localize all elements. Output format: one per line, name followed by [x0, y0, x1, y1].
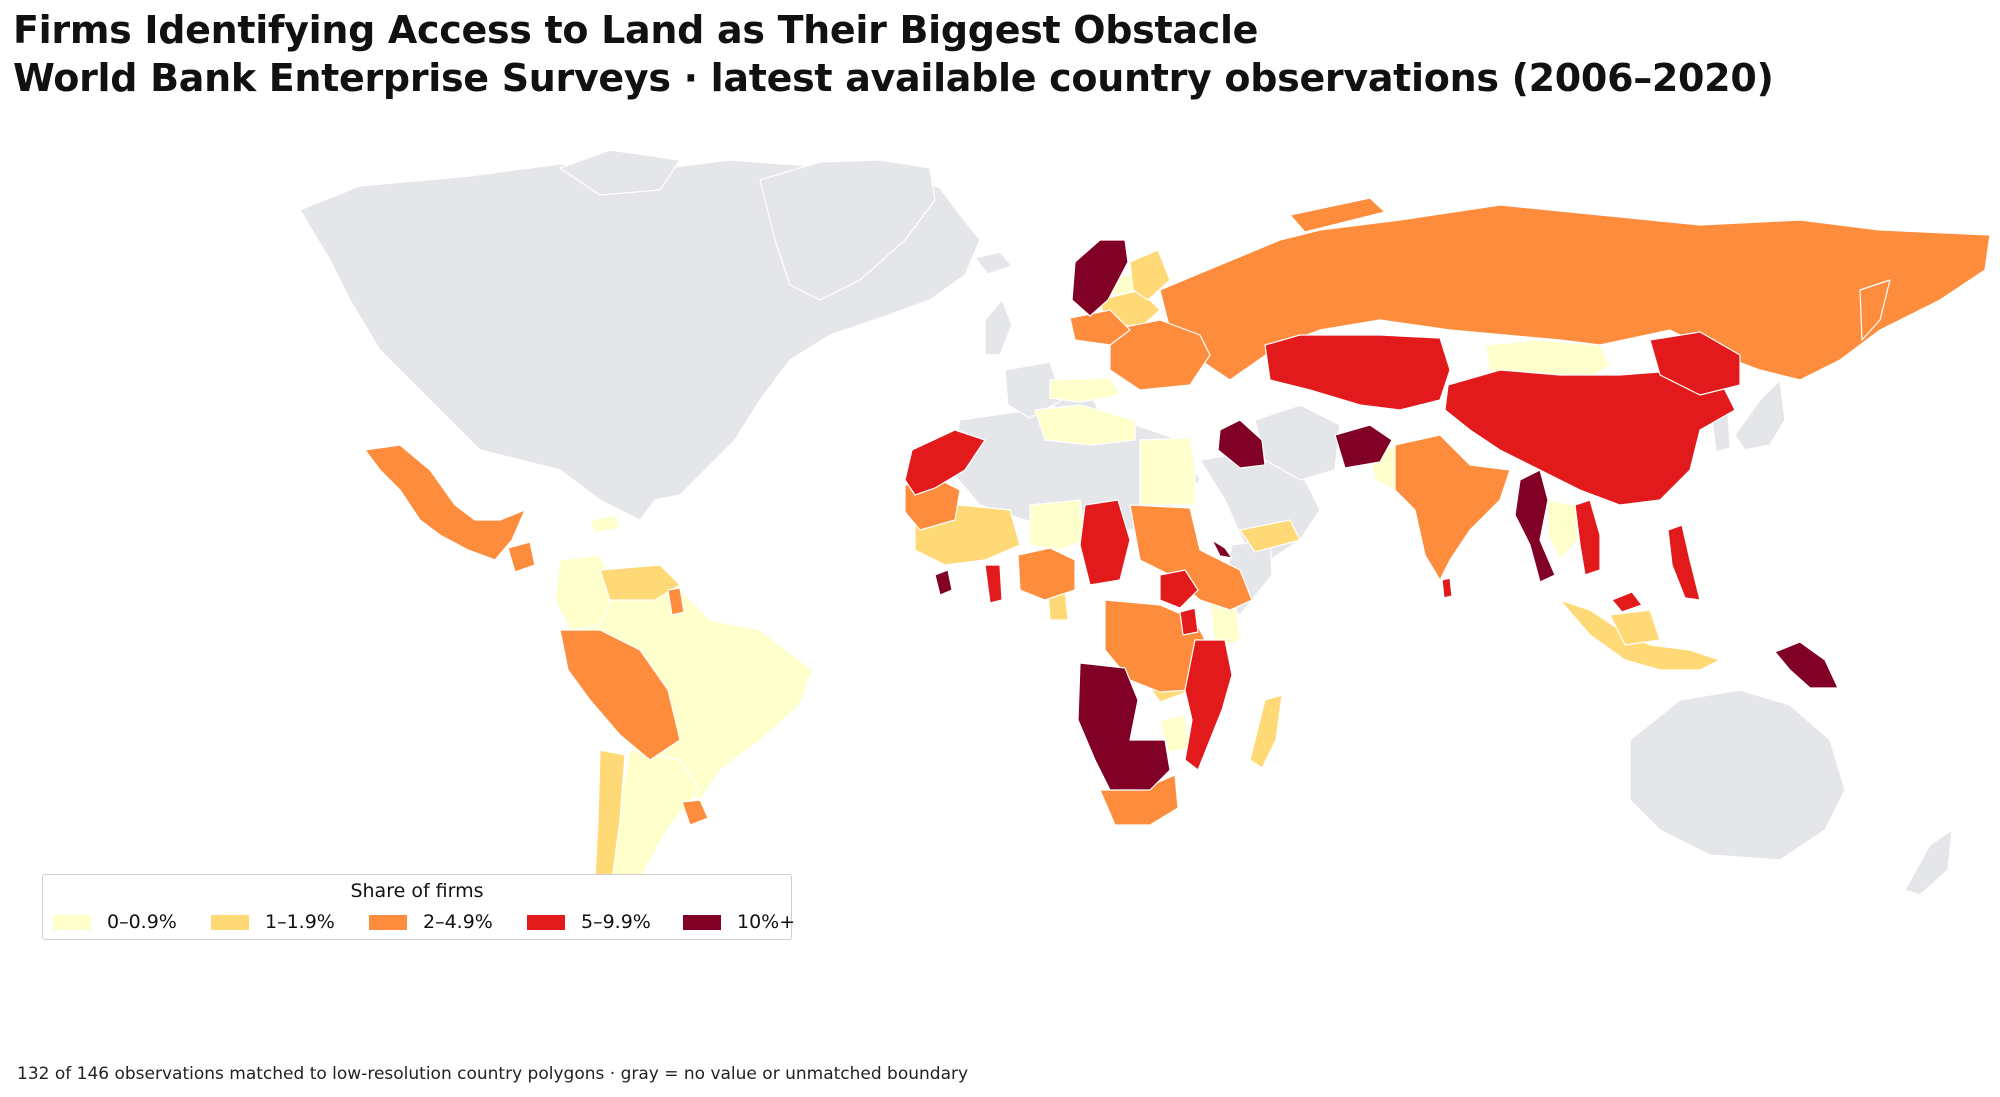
sri-lanka-region — [1441, 577, 1453, 599]
legend-label-4: 10%+ — [737, 911, 796, 933]
legend-swatch-3 — [527, 914, 565, 930]
guyana-region — [667, 587, 685, 616]
japan-region — [1734, 379, 1786, 451]
south-sudan-region — [1159, 569, 1199, 609]
kamchatka-region — [1859, 279, 1891, 341]
papua-new-guinea-region — [1774, 641, 1839, 689]
legend-swatch-2 — [369, 914, 407, 930]
sweden-norway-region — [1071, 239, 1129, 317]
manchuria-region — [1649, 331, 1741, 396]
legend-label-0: 0–0.9% — [107, 911, 177, 933]
map-title: Firms Identifying Access to Land as Thei… — [13, 8, 1259, 52]
legend-label-3: 5–9.9% — [581, 911, 651, 933]
sudan-ethiopia-region — [1129, 504, 1253, 611]
class-3-regions — [904, 331, 1741, 771]
eritrea-region — [1211, 539, 1233, 559]
chad-region — [1079, 499, 1131, 586]
vietnam-region — [1574, 499, 1601, 576]
legend-label-1: 1–1.9% — [265, 911, 335, 933]
britain-gray-region — [984, 299, 1013, 356]
turkey-ukraine-region — [1109, 319, 1211, 391]
angola-namibia-botswana-region — [1077, 662, 1171, 791]
sabah-region — [1611, 591, 1643, 613]
kalimantan-region — [1609, 609, 1661, 646]
philippines-region — [1667, 524, 1701, 601]
map-subtitle: World Bank Enterprise Surveys · latest a… — [13, 56, 1774, 100]
china-region — [1444, 369, 1736, 506]
legend: Share of firms 0–0.9% 1–1.9% 2–4.9% 5–9.… — [42, 874, 795, 940]
iceland-region — [974, 251, 1013, 275]
yemen-region — [1239, 519, 1301, 553]
central-asia-region — [1264, 334, 1451, 411]
finland-region — [1129, 249, 1171, 301]
uruguay-region — [681, 799, 709, 826]
class-2-regions — [364, 197, 1991, 826]
mexico-region — [364, 444, 526, 561]
far-east-strip-region — [1289, 197, 1386, 233]
india-region — [1394, 434, 1511, 581]
new-zealand-region — [1904, 829, 1953, 896]
colombia-region — [554, 554, 616, 631]
class-4-regions — [934, 239, 1839, 791]
thailand-region — [1547, 499, 1579, 561]
guatemala-honduras-region — [507, 541, 536, 573]
myanmar-region — [1514, 469, 1556, 583]
greenland-region — [759, 159, 936, 301]
legend-swatch-1 — [211, 914, 249, 930]
legend-title: Share of firms — [350, 880, 484, 902]
sierra-leone-region — [934, 569, 953, 596]
caribbean-region — [589, 514, 621, 534]
legend-item-0: 0–0.9% — [53, 911, 177, 933]
legend-item-4: 10%+ — [683, 911, 795, 933]
balkans-light-region — [1049, 377, 1121, 403]
legend-item-3: 5–9.9% — [527, 911, 651, 933]
afghanistan-region — [1334, 424, 1393, 469]
ghana-togo-region — [984, 564, 1003, 604]
australia-region — [1629, 689, 1846, 861]
peru-bolivia-region — [559, 629, 681, 761]
nigeria-region — [1017, 547, 1076, 601]
legend-item-2: 2–4.9% — [369, 911, 493, 933]
mozambique-malawi-region — [1184, 639, 1233, 771]
footnote: 132 of 146 observations matched to low-r… — [17, 1064, 969, 1084]
arctic-islands-region — [559, 149, 681, 196]
madagascar-region — [1249, 694, 1283, 769]
legend-swatch-0 — [53, 914, 91, 930]
legend-swatch-4 — [683, 914, 721, 930]
iraq-region — [1217, 419, 1266, 469]
morocco-region — [904, 429, 986, 496]
venezuela-region — [599, 564, 681, 601]
egypt-region — [1139, 437, 1196, 506]
indonesia-region — [1559, 599, 1721, 671]
eastern-europe-region — [1069, 309, 1131, 346]
rwanda-region — [1179, 607, 1199, 636]
niger-region — [1029, 499, 1086, 551]
tunisia-libya-region — [1034, 404, 1136, 446]
legend-item-1: 1–1.9% — [211, 911, 335, 933]
legend-label-2: 2–4.9% — [423, 911, 493, 933]
